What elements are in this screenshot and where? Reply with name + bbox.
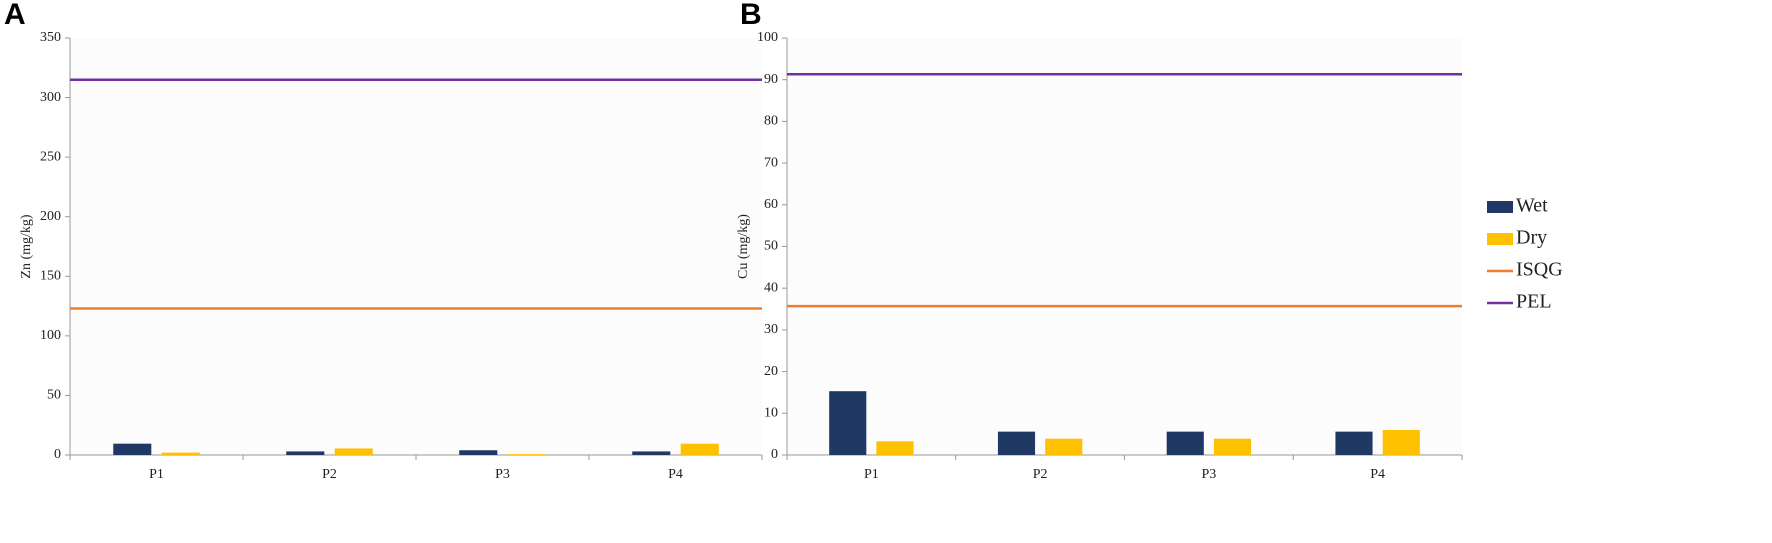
bar xyxy=(1382,429,1420,455)
x-tick-label: P3 xyxy=(495,467,510,482)
y-tick-label: 200 xyxy=(40,209,61,224)
bar xyxy=(997,431,1036,455)
bar xyxy=(632,451,671,455)
bar xyxy=(507,454,546,455)
x-tick-label: P2 xyxy=(1033,467,1048,482)
x-tick-label: P1 xyxy=(149,467,164,482)
y-tick-label: 10 xyxy=(764,406,778,421)
y-axis-label: Zn (mg/kg) xyxy=(19,214,34,278)
y-tick-label: 20 xyxy=(764,364,778,379)
legend-label: Wet xyxy=(1516,195,1548,217)
y-tick-label: 70 xyxy=(764,155,778,170)
panel-label: B xyxy=(740,0,762,31)
y-tick-label: 0 xyxy=(54,447,61,462)
y-tick-label: 300 xyxy=(40,90,61,105)
bar xyxy=(113,443,152,455)
y-tick-label: 30 xyxy=(764,322,778,337)
legend-swatch xyxy=(1487,233,1513,245)
x-tick-label: P2 xyxy=(322,467,337,482)
y-tick-label: 60 xyxy=(764,197,778,212)
bar xyxy=(680,443,719,455)
bar xyxy=(334,448,373,455)
y-axis-label: Cu (mg/kg) xyxy=(736,214,751,279)
x-tick-label: P3 xyxy=(1201,467,1216,482)
x-tick-label: P4 xyxy=(1370,467,1385,482)
bar xyxy=(161,452,200,455)
bar xyxy=(876,441,914,455)
y-tick-label: 40 xyxy=(764,280,778,295)
legend-label: PEL xyxy=(1516,291,1552,313)
y-tick-label: 100 xyxy=(40,328,61,343)
legend-label: ISQG xyxy=(1516,259,1563,281)
y-tick-label: 50 xyxy=(764,239,778,254)
y-tick-label: 0 xyxy=(771,447,778,462)
bar xyxy=(1335,431,1373,455)
plot-area xyxy=(70,38,762,455)
y-tick-label: 80 xyxy=(764,114,778,129)
legend-label: Dry xyxy=(1516,227,1547,249)
bar xyxy=(829,391,867,455)
bar xyxy=(1045,438,1083,455)
bar xyxy=(286,451,325,455)
legend-swatch xyxy=(1487,201,1513,213)
x-tick-label: P1 xyxy=(864,467,879,482)
panel-label: A xyxy=(4,0,26,31)
y-tick-label: 250 xyxy=(40,149,61,164)
y-tick-label: 90 xyxy=(764,72,778,87)
y-tick-label: 100 xyxy=(757,30,778,45)
y-tick-label: 350 xyxy=(40,30,61,45)
plot-area xyxy=(787,38,1462,455)
y-tick-label: 50 xyxy=(47,388,61,403)
bar xyxy=(459,450,498,455)
y-tick-label: 150 xyxy=(40,269,61,284)
bar xyxy=(1213,438,1252,455)
bar xyxy=(1166,431,1204,455)
x-tick-label: P4 xyxy=(668,467,683,482)
